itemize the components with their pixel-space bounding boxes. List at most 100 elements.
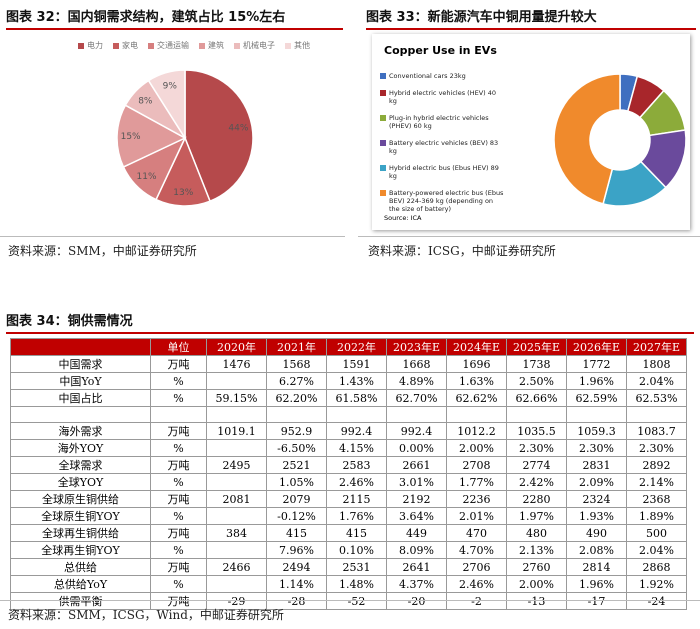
table-cell — [446, 406, 507, 423]
table-cell: 2.42% — [506, 473, 567, 491]
table-cell: 2760 — [506, 558, 567, 576]
table-cell: 0.10% — [326, 541, 387, 559]
table-cell: 61.58% — [326, 389, 387, 407]
legend-label: Plug-in hybrid electric vehicles (PHEV) … — [389, 114, 489, 130]
table-cell: 2.09% — [566, 473, 627, 491]
table-cell: 1591 — [326, 355, 387, 373]
table-cell: 2868 — [626, 558, 687, 576]
table-cell: 470 — [446, 524, 507, 542]
table-cell — [206, 507, 267, 525]
chart-note: Source: ICA — [384, 214, 422, 222]
table-cell — [206, 473, 267, 491]
table-cell — [206, 406, 267, 423]
table-cell: 1.93% — [566, 507, 627, 525]
table-cell: 2.50% — [506, 372, 567, 390]
table-row: 全球YOY% 1.05% 2.46% 3.01% 1.77% 2.42% 2.09% 2.14… — [10, 473, 687, 491]
table-cell: 62.66% — [506, 389, 567, 407]
table-cell: 2531 — [326, 558, 387, 576]
table-cell: 2.30% — [626, 439, 687, 457]
table-cell: 2641 — [386, 558, 447, 576]
legend-label: Conventional cars 23kg — [389, 72, 466, 80]
legend-label: 其他 — [294, 41, 310, 50]
table-cell: 2115 — [326, 490, 387, 508]
data-label: 9% — [163, 81, 178, 91]
table-cell: 480 — [506, 524, 567, 542]
table-cell: 1.63% — [446, 372, 507, 390]
header-cell: 2027年E — [626, 338, 687, 356]
table-cell: 1012.2 — [446, 422, 507, 440]
table-cell: 2324 — [566, 490, 627, 508]
table-cell: 62.20% — [266, 389, 327, 407]
table-cell: % — [150, 372, 207, 390]
figure-caption: 图表 32：国内铜需求结构，建筑占比 15%左右 — [6, 6, 343, 30]
table-cell: 2.00% — [506, 575, 567, 593]
table-cell: 1.05% — [266, 473, 327, 491]
table-cell: 2774 — [506, 456, 567, 474]
legend-label: Hybrid electric bus (Ebus HEV) 89 kg — [389, 164, 499, 180]
table-cell: 全球原生铜YOY — [10, 507, 151, 525]
table-cell: 2.04% — [626, 541, 687, 559]
table-cell: 2368 — [626, 490, 687, 508]
table-cell: 1.14% — [266, 575, 327, 593]
table-row: 全球再生铜YOY% 7.96% 0.10% 8.09% 4.70% 2.13% 2.08% 2… — [10, 541, 687, 559]
table-cell: 万吨 — [150, 422, 207, 440]
data-label: 11% — [137, 172, 157, 182]
separator — [0, 600, 700, 601]
table-cell: % — [150, 473, 207, 491]
table-cell — [206, 575, 267, 593]
slice — [184, 69, 254, 203]
legend-swatch — [380, 73, 386, 79]
table-cell: 2.14% — [626, 473, 687, 491]
table-row: 全球需求 万吨 2495 2521 2583 2661 2708 2774 2831 2892 — [10, 456, 687, 474]
separator — [358, 236, 700, 237]
table-cell: 中国YoY — [10, 372, 151, 390]
table-cell: 2814 — [566, 558, 627, 576]
table-cell: 62.59% — [566, 389, 627, 407]
table-cell: 2.46% — [326, 473, 387, 491]
table-cell: 415 — [326, 524, 387, 542]
slice — [147, 69, 186, 141]
data-label: 13% — [173, 188, 193, 198]
table-cell: 2.30% — [506, 439, 567, 457]
table-cell: 2280 — [506, 490, 567, 508]
table-cell: 2081 — [206, 490, 267, 508]
table-cell: 2495 — [206, 456, 267, 474]
table-cell — [506, 406, 567, 423]
table-cell: 1.97% — [506, 507, 567, 525]
table-cell: 万吨 — [150, 592, 207, 610]
table-cell: 海外需求 — [10, 422, 151, 440]
data-table: 单位 2020年 2021年 2022年 2023年E 2024年E 2025年E 2026年… — [10, 338, 687, 610]
legend-label: Hybrid electric vehicles (HEV) 40 kg — [389, 89, 497, 105]
table-cell: 全球YOY — [10, 473, 151, 491]
table-cell: 2.04% — [626, 372, 687, 390]
table-cell: 2236 — [446, 490, 507, 508]
legend: Conventional cars 23kg Hybrid electric ve… — [380, 72, 505, 222]
table-cell: 2892 — [626, 456, 687, 474]
table-cell: 2.30% — [566, 439, 627, 457]
table-cell: 总供给YoY — [10, 575, 151, 593]
source-note: 资料来源：SMM，ICSG，Wind，中邮证券研究所 — [8, 608, 284, 622]
table-cell: -2 — [446, 592, 507, 610]
source-note: 资料来源：ICSG，中邮证券研究所 — [368, 244, 556, 258]
table-cell: -6.50% — [266, 439, 327, 457]
legend-item: 建筑 — [199, 40, 224, 51]
table-cell: 海外YOY — [10, 439, 151, 457]
table-cell: 1.76% — [326, 507, 387, 525]
legend-swatch — [78, 42, 84, 49]
legend-label: Battery electric vehicles (BEV) 83 kg — [389, 139, 499, 155]
table-cell: % — [150, 507, 207, 525]
header-cell: 2020年 — [206, 338, 267, 356]
table-cell: 62.70% — [386, 389, 447, 407]
table-cell: 2494 — [266, 558, 327, 576]
table-cell: -28 — [266, 592, 327, 610]
table-cell: 1668 — [386, 355, 447, 373]
legend-item: 电力 — [78, 40, 103, 51]
table-cell: 1059.3 — [566, 422, 627, 440]
table-cell: 万吨 — [150, 524, 207, 542]
table-cell: 1019.1 — [206, 422, 267, 440]
slice — [553, 73, 621, 205]
table-cell: 3.01% — [386, 473, 447, 491]
table-cell: 2.08% — [566, 541, 627, 559]
table-cell: 2661 — [386, 456, 447, 474]
table-cell: -0.12% — [266, 507, 327, 525]
